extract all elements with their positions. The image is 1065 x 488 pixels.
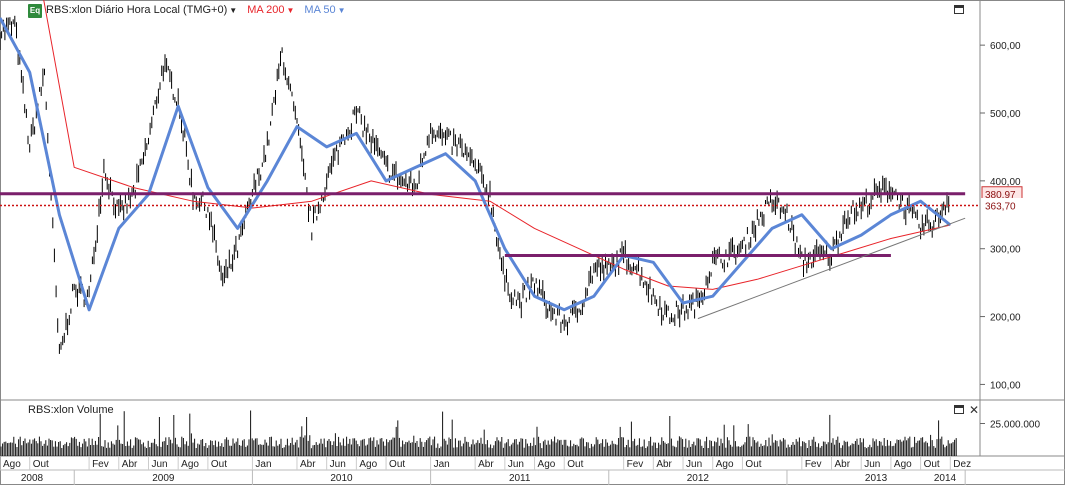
month-tick-label: Ago — [716, 459, 734, 470]
year-tick-label: 2014 — [934, 473, 957, 484]
symbol-dropdown[interactable]: RBS:xlon Diário Hora Local (TMG+0) ▼ — [46, 4, 238, 16]
year-tick-label: 2013 — [865, 473, 888, 484]
close-volume-icon[interactable]: ✕ — [969, 403, 980, 417]
month-tick-label: Abr — [122, 459, 138, 470]
month-tick-label: Jan — [255, 459, 271, 470]
price-bars — [0, 15, 950, 354]
ma200-line — [43, 0, 951, 290]
year-tick-label: 2008 — [21, 473, 44, 484]
maximize-panel-icon[interactable] — [954, 5, 964, 14]
month-tick-label: Ago — [359, 459, 377, 470]
price-label-upper: 380,97 — [985, 190, 1016, 201]
maximize-volume-icon[interactable] — [954, 405, 964, 414]
dropdown-arrow-icon: ▼ — [286, 6, 295, 15]
ma200-dropdown[interactable]: MA 200 ▼ — [247, 4, 295, 16]
month-tick-label: Ago — [538, 459, 556, 470]
month-tick-label: Out — [924, 459, 940, 470]
y-tick-label: 300,00 — [990, 245, 1021, 256]
ma50-dropdown[interactable]: MA 50 ▼ — [304, 4, 346, 16]
month-tick-label: Out — [211, 459, 227, 470]
dropdown-arrow-icon: ▼ — [337, 6, 346, 15]
month-tick-label: Jun — [151, 459, 167, 470]
year-tick-label: 2012 — [687, 473, 710, 484]
year-tick-label: 2011 — [509, 473, 531, 484]
year-tick-label: 2010 — [330, 473, 353, 484]
month-tick-label: Ago — [181, 459, 199, 470]
month-tick-label: Out — [567, 459, 583, 470]
month-tick-label: Jun — [864, 459, 880, 470]
month-tick-label: Out — [389, 459, 405, 470]
y-tick-label: 500,00 — [990, 109, 1021, 120]
year-tick-label: 2009 — [152, 473, 175, 484]
y-tick-label: 600,00 — [990, 41, 1021, 52]
y-tick-label: 200,00 — [990, 313, 1021, 324]
chart-header: RBS:xlon Diário Hora Local (TMG+0) ▼ MA 2… — [46, 2, 346, 18]
equity-icon: Eq — [28, 4, 42, 18]
month-tick-label: Abr — [656, 459, 672, 470]
month-tick-label: Ago — [3, 459, 21, 470]
dropdown-arrow-icon: ▼ — [229, 6, 238, 15]
price-label-lower-box — [981, 197, 1023, 212]
volume-panel-title: RBS:xlon Volume — [28, 404, 114, 416]
month-tick-label: Jan — [434, 459, 450, 470]
y-tick-label: 400,00 — [990, 177, 1021, 188]
month-tick-label: Out — [33, 459, 49, 470]
price-label-lower: 363,70 — [985, 201, 1016, 212]
volume-bars — [0, 410, 957, 456]
month-tick-label: Abr — [478, 459, 494, 470]
month-tick-label: Jun — [508, 459, 524, 470]
ma50-line — [0, 17, 952, 312]
month-tick-label: Out — [745, 459, 761, 470]
month-tick-label: Jun — [330, 459, 346, 470]
month-tick-label: Ago — [894, 459, 912, 470]
month-tick-label: Abr — [835, 459, 851, 470]
month-tick-label: Jun — [686, 459, 702, 470]
month-tick-label: Dez — [953, 459, 971, 470]
month-tick-label: Fev — [805, 459, 822, 470]
month-tick-label: Abr — [300, 459, 316, 470]
trendline — [697, 217, 966, 320]
y-tick-label: 100,00 — [990, 380, 1021, 391]
volume-tick-label: 25.000.000 — [990, 420, 1040, 431]
month-tick-label: Fev — [92, 459, 109, 470]
month-tick-label: Fev — [627, 459, 644, 470]
